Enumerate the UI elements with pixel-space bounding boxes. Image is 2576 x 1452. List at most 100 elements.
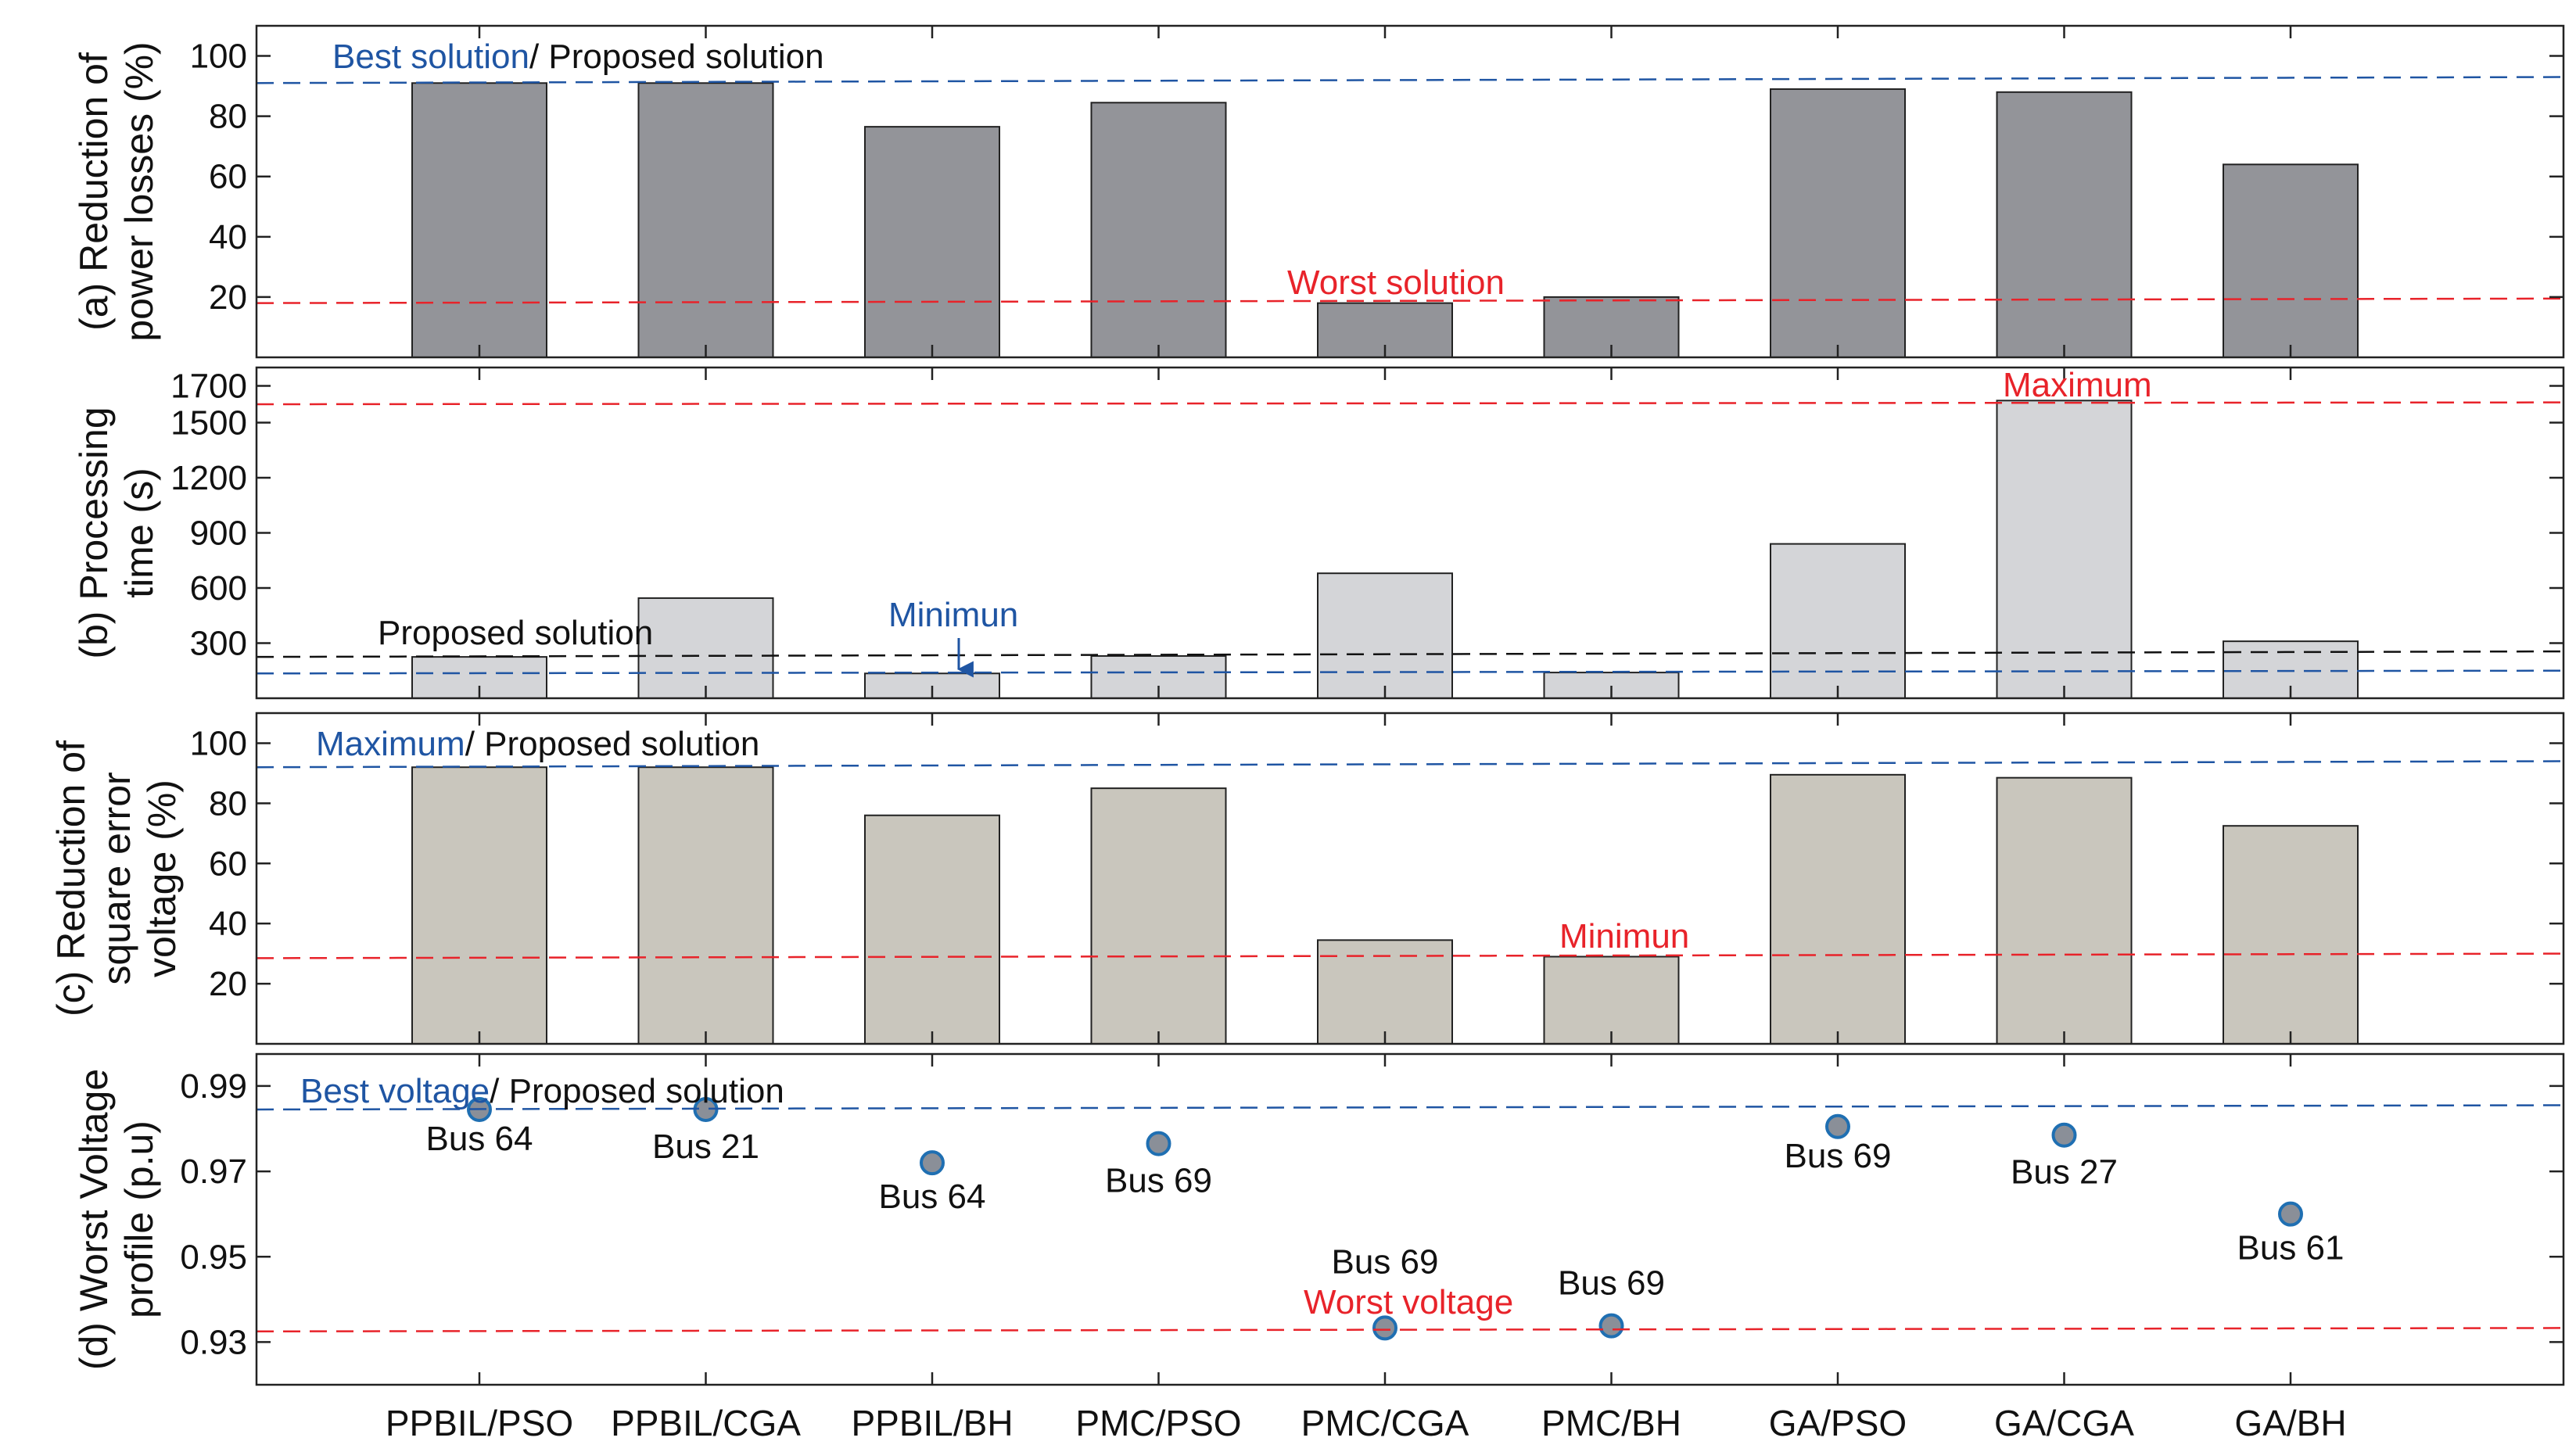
- ytick-label-c-3: 80: [209, 784, 247, 823]
- annotation-d-1-part-0: Worst voltage: [1304, 1283, 1513, 1321]
- bar-c-6: [1770, 773, 1906, 1045]
- bar-b-7: [1996, 400, 2133, 699]
- ytick-label-a-3: 80: [209, 98, 247, 136]
- ylabel-b-1: time (s): [117, 468, 161, 598]
- annotation-b-1-part-0: Minimun: [888, 596, 1018, 634]
- bus-label-7: Bus 27: [2011, 1153, 2118, 1192]
- ylabel-c-1: square error: [95, 772, 138, 984]
- axes-frame-d: [255, 1052, 2565, 1386]
- ytick-label-d-0: 0.93: [180, 1323, 247, 1361]
- annotation-c-1: Minimun: [1559, 917, 1689, 955]
- ytick-label-b-5: 1700: [170, 367, 247, 406]
- point-d-4: [1372, 1315, 1397, 1341]
- annotation-d-0-part-1: / Proposed solution: [490, 1072, 784, 1110]
- xcat-label-5: PMC/BH: [1541, 1403, 1681, 1443]
- ref-line-b-2: [256, 401, 2564, 406]
- ytick-label-b-0: 300: [190, 625, 247, 663]
- bar-c-2: [864, 814, 1000, 1045]
- bar-a-7: [1996, 91, 2133, 359]
- xcat-label-0: PPBIL/PSO: [386, 1403, 573, 1443]
- ref-line-b-0: [256, 650, 2564, 658]
- ref-line-a-1: [256, 297, 2564, 304]
- bar-b-6: [1770, 543, 1906, 699]
- point-d-6: [1825, 1113, 1850, 1139]
- panel-d: 0.93 0.95 0.97 0.99 (d) Worst Voltage profile…: [72, 1052, 2565, 1386]
- xcat-label-6: GA/PSO: [1769, 1403, 1907, 1443]
- annotation-b-1: Minimun: [888, 596, 1018, 634]
- ytick-label-d-3: 0.99: [180, 1067, 247, 1106]
- bar-a-2: [864, 126, 1000, 359]
- bar-b-1: [637, 597, 774, 699]
- bar-c-0: [411, 766, 547, 1045]
- ytick-label-c-1: 40: [209, 905, 247, 943]
- ytick-label-b-4: 1500: [170, 404, 247, 443]
- xcat-label-7: GA/CGA: [1994, 1403, 2134, 1443]
- bar-b-4: [1317, 572, 1453, 700]
- xcat-label-8: GA/BH: [2234, 1403, 2346, 1443]
- bus-label-4: Bus 69: [1332, 1242, 1439, 1281]
- bus-label-3: Bus 69: [1105, 1162, 1212, 1200]
- xcat-label-3: PMC/PSO: [1075, 1403, 1241, 1443]
- bar-c-4: [1317, 939, 1453, 1045]
- bus-label-6: Bus 69: [1785, 1137, 1892, 1175]
- bus-label-2: Bus 64: [879, 1178, 986, 1216]
- ref-line-c-1: [256, 952, 2564, 959]
- annotation-d-0-part-0: Best voltage: [300, 1072, 490, 1110]
- ytick-label-d-2: 0.97: [180, 1153, 247, 1191]
- annotation-c-0: Maximum/ Proposed solution: [316, 725, 759, 763]
- annotation-b-0: Proposed solution: [378, 614, 653, 652]
- bar-c-8: [2223, 825, 2359, 1045]
- annotation-a-1-part-0: Worst solution: [1287, 264, 1505, 302]
- xcat-label-1: PPBIL/CGA: [611, 1403, 801, 1443]
- xcat-label-4: PMC/CGA: [1301, 1403, 1469, 1443]
- ylabel-a-0: (a) Reduction of: [72, 52, 116, 331]
- ref-line-a-0: [256, 76, 2564, 84]
- ylabel-d-0: (d) Worst Voltage: [72, 1069, 116, 1370]
- annotation-b-2: Maximum: [2003, 366, 2152, 404]
- bus-label-8: Bus 61: [2237, 1229, 2345, 1267]
- annotation-a-1: Worst solution: [1287, 264, 1505, 302]
- annotation-a-0: Best solution/ Proposed solution: [332, 38, 824, 76]
- bar-a-1: [637, 82, 774, 359]
- annotation-d-1: Worst voltage: [1304, 1283, 1513, 1321]
- bar-a-6: [1770, 88, 1906, 358]
- ylabel-a-1: power losses (%): [117, 41, 161, 341]
- annotation-a-0-part-0: Best solution: [332, 38, 529, 76]
- bar-c-5: [1543, 955, 1680, 1045]
- ytick-label-b-3: 1200: [170, 459, 247, 497]
- ref-line-c-0: [256, 760, 2564, 769]
- annotation-c-0-part-0: Maximum: [316, 725, 465, 763]
- bar-c-1: [637, 766, 774, 1045]
- bus-label-1: Bus 21: [652, 1128, 759, 1166]
- axes-frame-c: [255, 712, 2565, 1045]
- annotation-b-0-part-0: Proposed solution: [378, 614, 653, 652]
- annotation-c-1-part-0: Minimun: [1559, 917, 1689, 955]
- annotation-b-2-part-0: Maximum: [2003, 366, 2152, 404]
- point-d-5: [1598, 1313, 1624, 1339]
- bar-a-3: [1090, 102, 1227, 358]
- ytick-label-c-2: 60: [209, 844, 247, 883]
- ytick-label-a-0: 20: [209, 278, 247, 317]
- point-d-7: [2051, 1122, 2077, 1148]
- ytick-label-c-0: 20: [209, 965, 247, 1003]
- ytick-label-a-4: 100: [190, 38, 247, 76]
- ytick-label-d-1: 0.95: [180, 1238, 247, 1276]
- ylabel-c-0: (c) Reduction of: [49, 740, 93, 1016]
- annotation-d-0: Best voltage/ Proposed solution: [300, 1072, 784, 1110]
- panel-c: 20 40 60 80 100 (c) Reduction of square error v…: [49, 712, 2565, 1045]
- ylabel-d-1: profile (p.u): [117, 1120, 161, 1318]
- ylabel-b-0: (b) Processing: [72, 407, 116, 658]
- bar-c-7: [1996, 776, 2133, 1045]
- point-d-3: [1146, 1131, 1171, 1156]
- ytick-label-a-2: 60: [209, 158, 247, 196]
- point-d-2: [920, 1150, 945, 1176]
- panel-a: 20 40 60 80 100 (a) Reduction of power losses …: [72, 24, 2565, 359]
- ytick-label-b-2: 900: [190, 514, 247, 553]
- xcat-label-2: PPBIL/BH: [851, 1403, 1013, 1443]
- bus-label-0: Bus 64: [426, 1120, 533, 1158]
- bar-a-0: [411, 82, 547, 359]
- bus-label-5: Bus 69: [1558, 1264, 1665, 1303]
- ytick-label-a-1: 40: [209, 218, 247, 256]
